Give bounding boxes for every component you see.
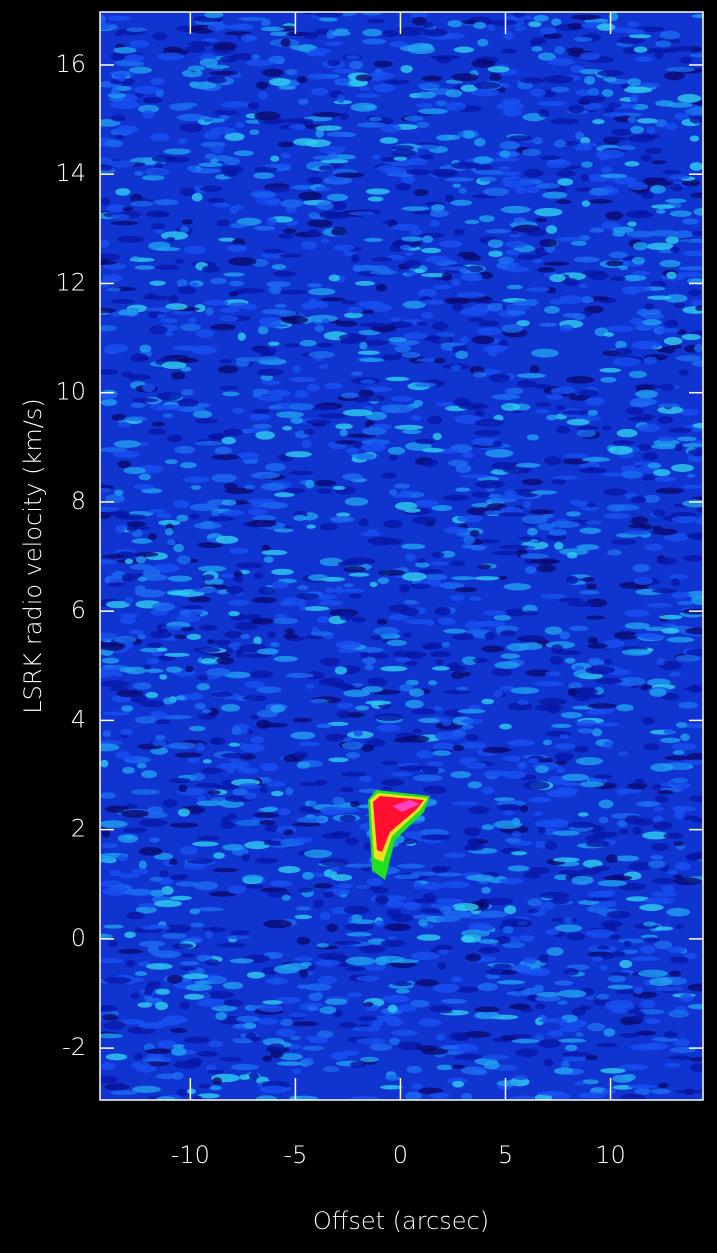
y-tick-label: 12 [55,268,86,296]
y-axis-label: LSRK radio velocity (km/s) [19,398,47,713]
y-tick-label: 10 [55,378,86,406]
x-tick-label: 0 [393,1141,408,1169]
x-tick-label: -10 [171,1141,210,1169]
x-tick-label: -5 [283,1141,307,1169]
y-tick-label: 4 [71,705,86,733]
y-tick-label: 6 [71,596,86,624]
y-tick-label: 16 [55,50,86,78]
y-tick-label: 2 [71,815,86,843]
chart: Offset (arcsec) LSRK radio velocity (km/… [0,0,717,1253]
x-axis-label: Offset (arcsec) [313,1207,489,1235]
y-tick-label: -2 [62,1033,86,1061]
page: Offset (arcsec) LSRK radio velocity (km/… [0,0,717,1253]
y-tick-label: 14 [55,159,86,187]
x-tick-label: 5 [498,1141,513,1169]
x-tick-label: 10 [595,1141,626,1169]
y-tick-label: 8 [71,487,86,515]
y-tick-label: 0 [71,924,86,952]
